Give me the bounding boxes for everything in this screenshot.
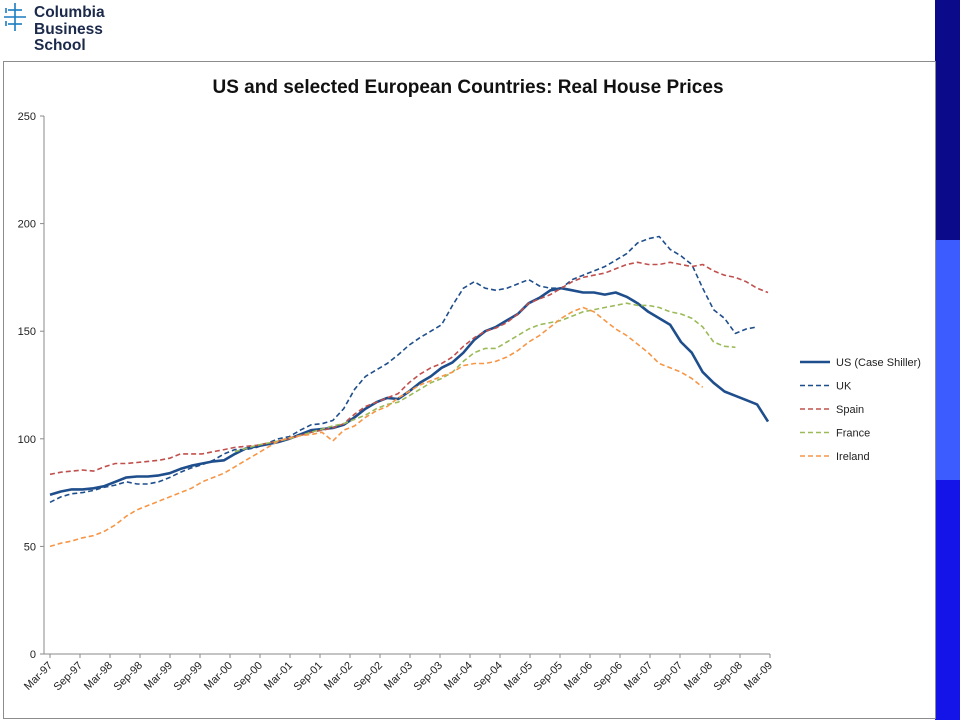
columbia-crown-icon	[4, 3, 26, 31]
x-tick-label: Sep-04	[472, 660, 506, 694]
x-tick-label: Sep-03	[412, 660, 446, 694]
x-tick-label: Mar-99	[142, 660, 175, 693]
series-line-ireland	[49, 306, 704, 548]
x-tick-label: Mar-00	[202, 660, 235, 693]
y-tick-label: 250	[18, 111, 36, 123]
x-tick-label: Sep-00	[232, 660, 266, 694]
logo-line: Business	[34, 20, 103, 38]
y-tick-label: 100	[18, 434, 36, 446]
side-accent-bar-bottom	[935, 480, 960, 720]
line-chart: US and selected European Countries: Real…	[18, 77, 921, 694]
series-line-spain	[49, 261, 769, 476]
x-tick-label: Mar-02	[322, 660, 355, 693]
legend-label: Ireland	[836, 451, 870, 463]
x-tick-label: Mar-06	[562, 660, 595, 693]
series-line-uk	[49, 235, 758, 504]
slide-frame	[3, 61, 936, 719]
y-tick-label: 0	[30, 649, 36, 661]
chart-series	[49, 235, 770, 548]
x-tick-label: Sep-08	[712, 660, 746, 694]
series-line-france	[234, 302, 736, 453]
chart-legend: US (Case Shiller) UK Spain France Ireland	[800, 357, 921, 463]
x-tick-label: Sep-02	[352, 660, 386, 694]
columbia-business-school-logo: Columbia Business School	[0, 0, 140, 60]
x-tick-label: Mar-07	[622, 660, 655, 693]
legend-label: UK	[836, 381, 852, 393]
legend-label: Spain	[836, 404, 864, 416]
x-tick-label: Mar-08	[682, 660, 715, 693]
legend-label: France	[836, 428, 870, 440]
logo-wordmark: Columbia Business School	[34, 4, 105, 55]
x-tick-label: Sep-98	[112, 660, 146, 694]
x-tick-label: Mar-03	[382, 660, 415, 693]
x-tick-label: Mar-98	[82, 660, 115, 693]
chart-title: US and selected European Countries: Real…	[212, 77, 723, 98]
x-tick-label: Mar-09	[742, 660, 775, 693]
side-accent-bar-middle	[935, 240, 960, 480]
x-tick-label: Mar-01	[262, 660, 295, 693]
y-tick-label: 200	[18, 219, 36, 231]
x-tick-label: Sep-99	[172, 660, 206, 694]
side-accent-bar-top	[935, 0, 960, 240]
logo-line: School	[34, 37, 86, 54]
x-tick-label: Sep-06	[592, 660, 626, 694]
logo-line: Columbia	[34, 4, 105, 21]
x-tick-label: Mar-05	[502, 660, 535, 693]
x-tick-label: Sep-07	[652, 660, 686, 694]
y-tick-label: 150	[18, 326, 36, 338]
x-tick-label: Sep-97	[52, 660, 86, 694]
y-tick-label: 50	[24, 541, 36, 553]
x-tick-label: Sep-01	[292, 660, 326, 694]
legend-label: US (Case Shiller)	[836, 357, 921, 369]
x-tick-label: Sep-05	[532, 660, 566, 694]
x-tick-label: Mar-04	[442, 660, 475, 693]
x-tick-label: Mar-97	[22, 660, 55, 693]
